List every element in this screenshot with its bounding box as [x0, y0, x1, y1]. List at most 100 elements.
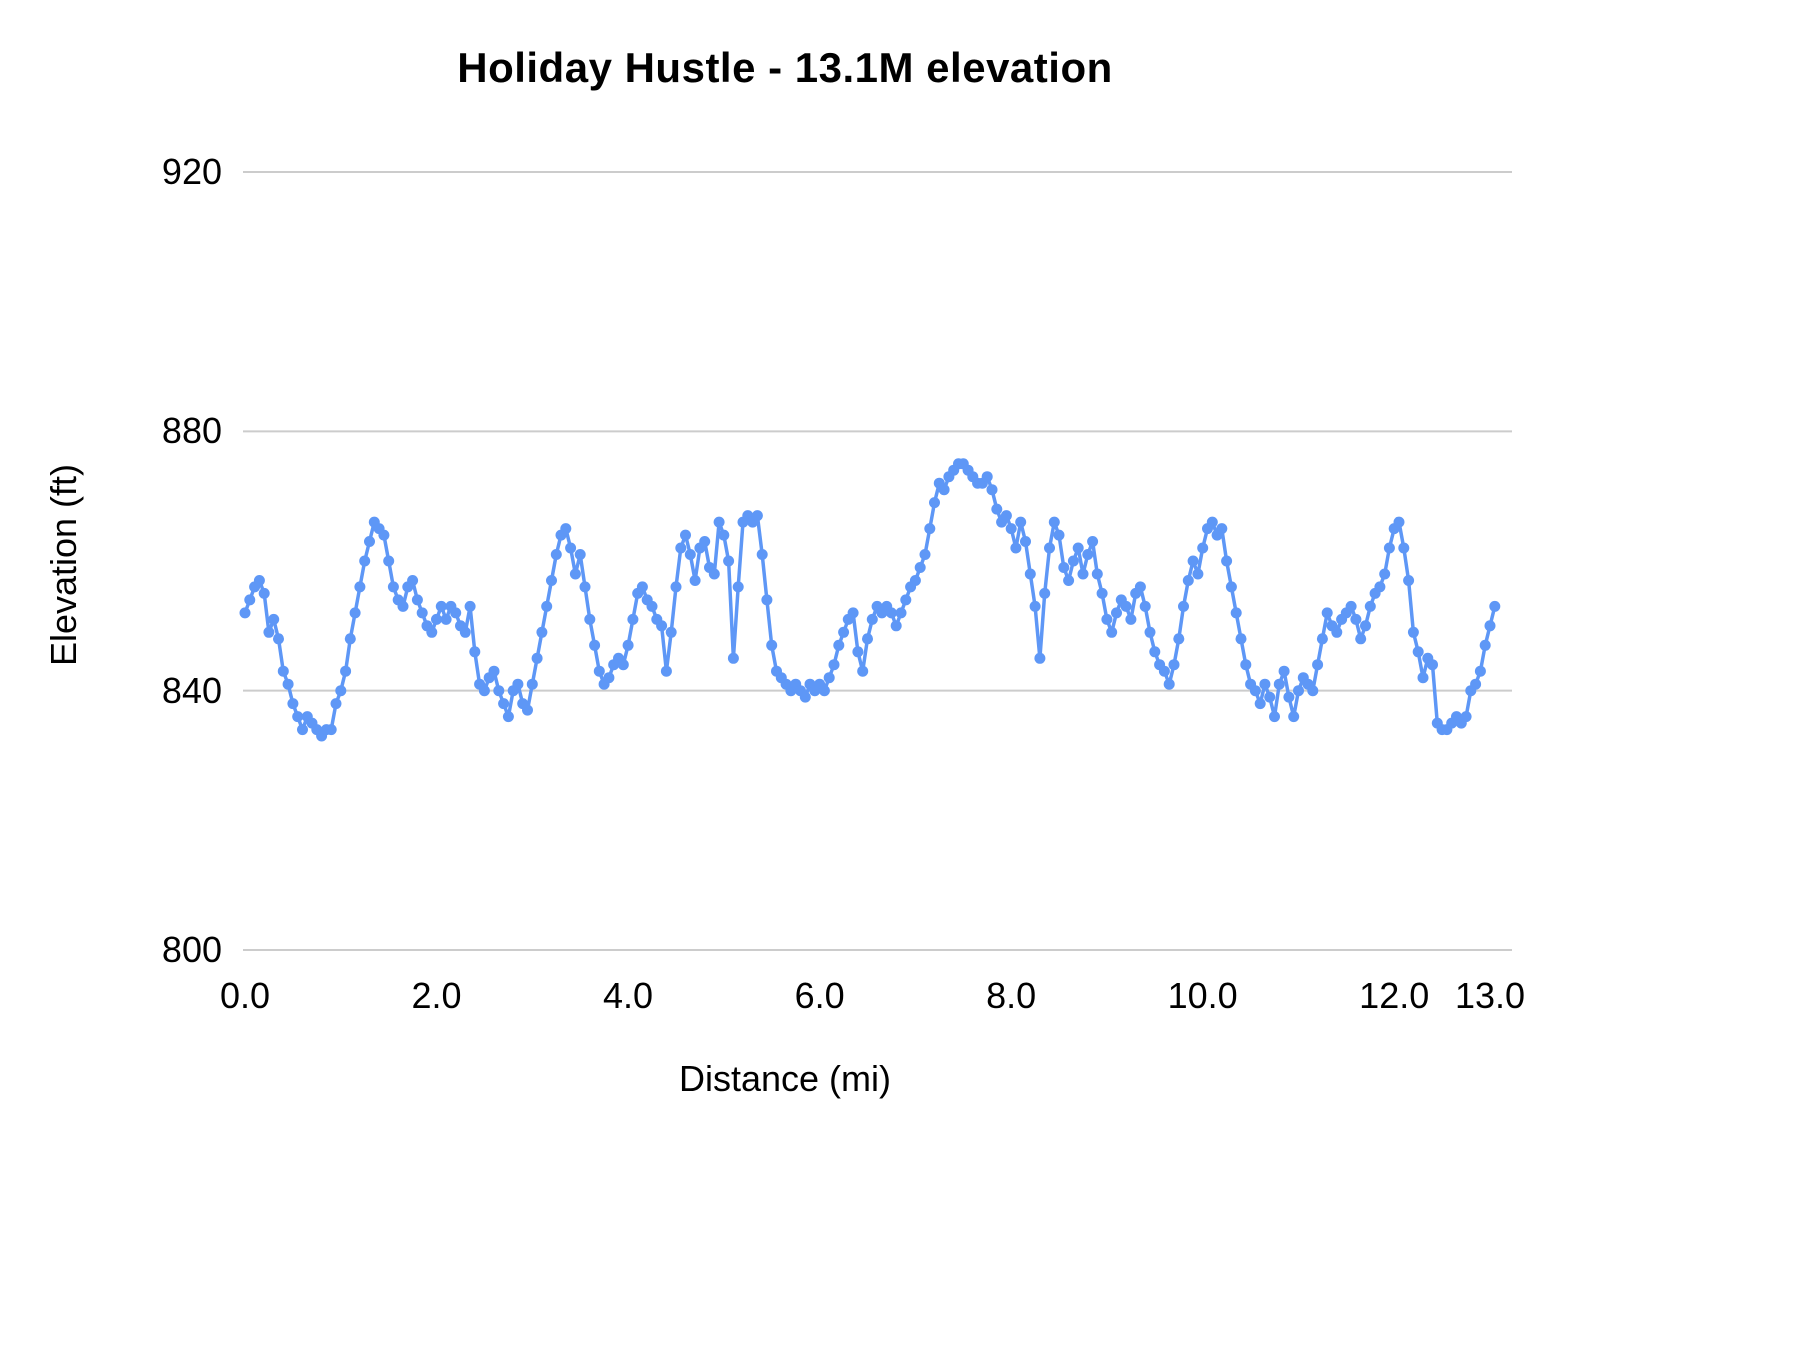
- data-point: [340, 665, 352, 677]
- data-point: [411, 594, 423, 606]
- data-point: [909, 575, 921, 586]
- data-point: [991, 503, 1003, 515]
- data-point: [1111, 607, 1122, 619]
- data-point: [1091, 568, 1103, 580]
- data-point: [1374, 581, 1386, 593]
- data-point: [593, 665, 605, 677]
- data-point: [1120, 600, 1132, 612]
- data-point: [675, 542, 687, 554]
- chart-title: Holiday Hustle - 13.1M elevation: [457, 44, 1113, 91]
- data-point: [1125, 613, 1137, 625]
- data-point: [833, 639, 845, 651]
- data-point: [684, 549, 696, 560]
- y-tick-label: 800: [161, 929, 222, 970]
- data-point: [689, 575, 701, 586]
- data-point: [584, 613, 596, 625]
- data-point: [1072, 542, 1084, 554]
- data-point: [1283, 691, 1295, 703]
- data-point: [761, 594, 773, 606]
- data-point: [1139, 600, 1151, 612]
- data-point: [699, 536, 711, 547]
- data-point: [838, 626, 850, 638]
- elevation-line: [243, 462, 1497, 738]
- data-point: [708, 568, 720, 580]
- data-point: [1144, 626, 1156, 638]
- data-point: [1225, 581, 1237, 593]
- data-point: [1259, 678, 1271, 690]
- data-point: [512, 678, 524, 690]
- data-point: [1484, 620, 1496, 632]
- data-point: [569, 568, 581, 580]
- data-point: [1087, 536, 1099, 547]
- data-point: [560, 523, 572, 535]
- data-point: [282, 678, 294, 690]
- data-point: [493, 685, 505, 697]
- data-point: [799, 691, 811, 703]
- data-point: [665, 626, 677, 638]
- data-point: [1379, 568, 1391, 580]
- data-point: [440, 613, 452, 625]
- data-point: [823, 672, 835, 684]
- data-point: [1015, 516, 1027, 528]
- data-point: [919, 549, 931, 560]
- data-point: [431, 613, 442, 625]
- data-point: [1273, 678, 1285, 690]
- data-point: [1254, 698, 1266, 710]
- gridlines: [243, 171, 1512, 951]
- data-point: [622, 639, 634, 651]
- x-tick-label: 6.0: [794, 975, 845, 1016]
- data-point: [1082, 549, 1094, 560]
- data-point: [426, 626, 438, 638]
- data-point: [239, 607, 251, 619]
- data-point: [1307, 685, 1319, 697]
- data-point: [1187, 555, 1199, 567]
- data-point: [349, 607, 361, 619]
- x-axis-title: Distance (mi): [678, 1058, 892, 1099]
- x-tick-label: 13.0: [1454, 975, 1526, 1016]
- data-point: [1312, 659, 1324, 671]
- data-point: [1077, 568, 1089, 580]
- data-point: [589, 639, 601, 651]
- data-point: [895, 607, 907, 619]
- data-point: [1230, 607, 1242, 619]
- data-point: [680, 529, 691, 541]
- data-point: [1024, 568, 1036, 580]
- x-tick-label: 8.0: [986, 975, 1037, 1016]
- series-line: [243, 462, 1497, 738]
- data-point: [1360, 620, 1371, 632]
- data-point: [416, 607, 428, 619]
- data-point: [1221, 555, 1233, 567]
- data-point: [727, 652, 739, 664]
- data-point: [1005, 523, 1017, 535]
- data-point: [1034, 652, 1046, 664]
- data-point: [1427, 659, 1438, 671]
- data-point: [531, 652, 543, 664]
- y-tick-label: 840: [161, 669, 222, 711]
- data-point: [1197, 542, 1209, 554]
- data-point: [603, 672, 615, 684]
- data-point: [1048, 516, 1060, 528]
- data-point: [1067, 555, 1079, 567]
- data-point: [617, 659, 629, 671]
- data-point: [1383, 542, 1395, 554]
- data-point: [1240, 659, 1252, 671]
- data-point: [1106, 626, 1118, 638]
- x-tick-label: 0.0: [219, 975, 271, 1016]
- data-point: [1063, 575, 1075, 586]
- data-point: [541, 600, 553, 612]
- data-point: [1321, 607, 1333, 619]
- x-tick-label: 10.0: [1167, 975, 1238, 1016]
- data-point: [756, 549, 768, 560]
- data-point: [1479, 639, 1491, 651]
- data-point: [574, 549, 586, 560]
- data-point: [1101, 613, 1113, 625]
- data-point: [929, 497, 940, 509]
- data-point: [378, 529, 390, 541]
- data-point: [1278, 665, 1290, 677]
- data-point: [1398, 542, 1410, 554]
- data-point: [1020, 536, 1031, 547]
- x-tick-label: 4.0: [603, 975, 654, 1016]
- data-point: [852, 646, 864, 658]
- data-point: [407, 575, 419, 586]
